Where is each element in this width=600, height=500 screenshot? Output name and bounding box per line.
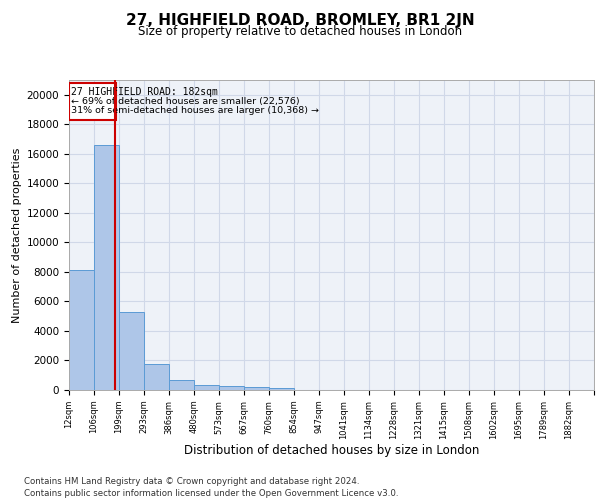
Text: 27, HIGHFIELD ROAD, BROMLEY, BR1 2JN: 27, HIGHFIELD ROAD, BROMLEY, BR1 2JN	[125, 12, 475, 28]
Text: Contains HM Land Registry data © Crown copyright and database right 2024.: Contains HM Land Registry data © Crown c…	[24, 478, 359, 486]
Text: Contains public sector information licensed under the Open Government Licence v3: Contains public sector information licen…	[24, 489, 398, 498]
Bar	[69, 83, 116, 120]
Bar	[169, 380, 194, 390]
Text: 27 HIGHFIELD ROAD: 182sqm: 27 HIGHFIELD ROAD: 182sqm	[71, 87, 218, 97]
X-axis label: Distribution of detached houses by size in London: Distribution of detached houses by size …	[184, 444, 479, 458]
Bar	[194, 385, 219, 390]
Bar	[94, 145, 119, 390]
Bar	[119, 312, 144, 390]
Bar	[269, 388, 294, 390]
Bar	[69, 270, 94, 390]
Text: ← 69% of detached houses are smaller (22,576): ← 69% of detached houses are smaller (22…	[71, 96, 299, 106]
Text: 31% of semi-detached houses are larger (10,368) →: 31% of semi-detached houses are larger (…	[71, 106, 319, 115]
Bar	[144, 364, 169, 390]
Y-axis label: Number of detached properties: Number of detached properties	[13, 148, 22, 322]
Text: Size of property relative to detached houses in London: Size of property relative to detached ho…	[138, 25, 462, 38]
Bar	[219, 386, 244, 390]
Bar	[244, 388, 269, 390]
